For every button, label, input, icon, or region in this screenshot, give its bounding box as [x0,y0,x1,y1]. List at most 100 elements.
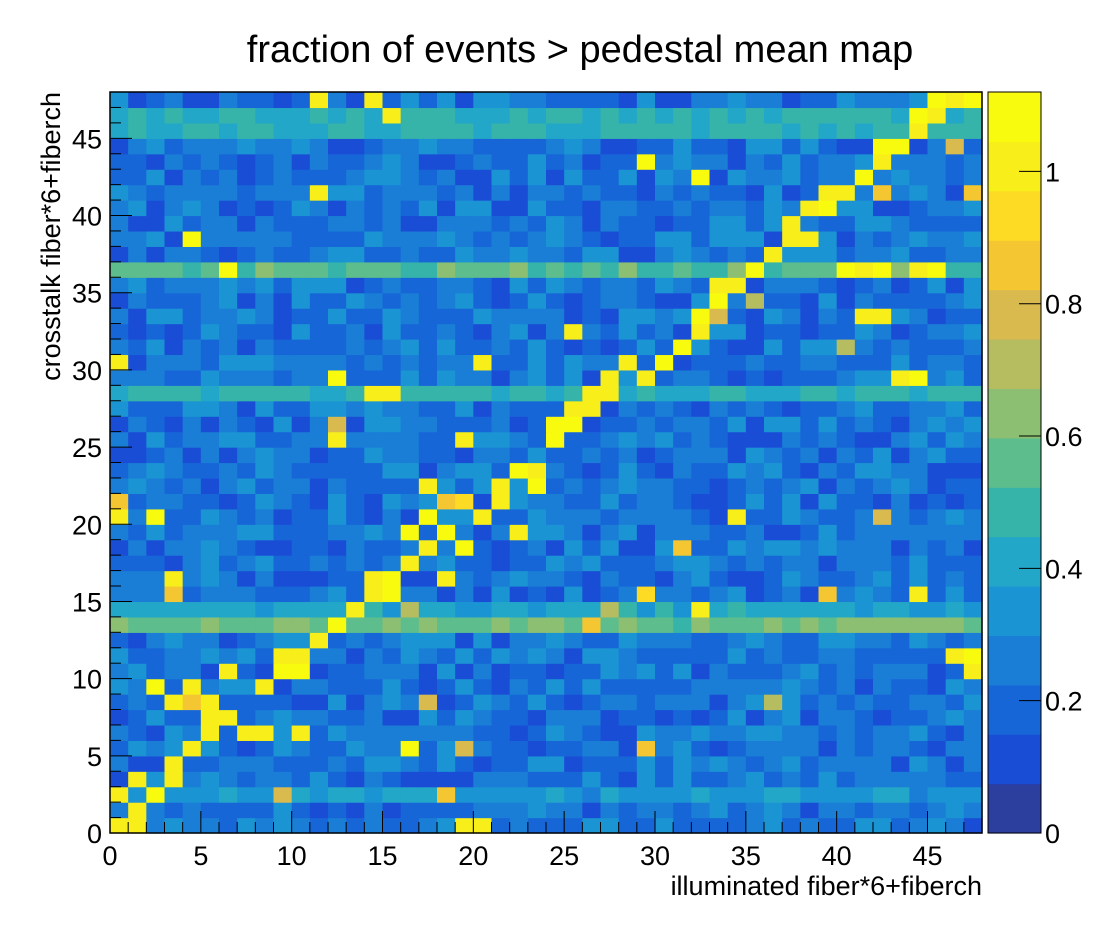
heatmap-cell [364,122,384,139]
heatmap-cell [328,107,347,124]
heatmap-cell [927,709,947,726]
y-tick-label: 15 [72,587,102,617]
heatmap-cell [273,462,293,479]
heatmap-cell [364,539,384,556]
heatmap-cell [873,555,892,572]
heatmap-cell [418,215,438,232]
heatmap-cell [328,616,347,633]
heatmap-cell [636,724,656,741]
heatmap-cell [745,786,765,803]
heatmap-cell [564,709,583,726]
heatmap-cell [164,447,184,464]
heatmap-cell [146,447,166,464]
heatmap-cell [546,416,565,433]
heatmap-cell [818,122,838,139]
heatmap-cell [727,755,747,772]
heatmap-cell [854,416,874,433]
heatmap-cell [473,400,493,417]
heatmap-cell [473,555,493,572]
heatmap-cell [400,447,420,464]
heatmap-cell [782,616,801,633]
heatmap-cell [200,555,220,572]
heatmap-cell [491,246,511,263]
heatmap-cell [382,184,402,201]
heatmap-cell [655,431,674,448]
heatmap-cell [509,647,529,664]
heatmap-cell [909,817,929,834]
heatmap-cell [146,694,166,711]
heatmap-cell [527,277,547,294]
heatmap-cell [800,416,820,433]
heatmap-cell [309,678,329,695]
heatmap-cell [527,724,547,741]
heatmap-cell [200,277,220,294]
heatmap-cell [691,339,711,356]
heatmap-cell [782,755,801,772]
heatmap-cell [636,755,656,772]
heatmap-cell [491,709,511,726]
heatmap-cell [182,694,202,711]
heatmap-cell [182,200,202,217]
heatmap-cell [273,817,293,834]
heatmap-cell [745,817,765,834]
heatmap-cell [709,539,729,556]
heatmap-cell [346,416,365,433]
heatmap-cell [655,122,674,139]
heatmap-cell [164,292,184,309]
heatmap-cell [437,354,456,371]
heatmap-cell [128,508,147,525]
heatmap-cell [600,385,620,402]
heatmap-cell [346,107,365,124]
heatmap-cell [382,539,402,556]
heatmap-cell [164,694,184,711]
y-tick-label: 35 [72,279,102,309]
heatmap-cell [110,632,129,649]
heatmap-cell [437,508,456,525]
heatmap-cell [128,323,147,340]
heatmap-cell [182,786,202,803]
heatmap-cell [200,215,220,232]
heatmap-cell [927,400,947,417]
colorbar-swatch [988,388,1041,439]
heatmap-cell [364,138,384,155]
heatmap-cell [963,786,983,803]
heatmap-cell [491,431,511,448]
heatmap-cell [309,601,329,618]
heatmap-cell [364,184,384,201]
heatmap-cell [418,663,438,680]
heatmap-cell [564,786,583,803]
heatmap-cell [309,153,329,170]
heatmap-cell [219,586,238,603]
heatmap-cell [854,555,874,572]
heatmap-cell [164,184,184,201]
heatmap-cell [636,647,656,664]
heatmap-cell [927,678,947,695]
heatmap-cell [182,601,202,618]
heatmap-cell [673,647,692,664]
heatmap-cell [891,601,910,618]
heatmap-cell [873,153,892,170]
heatmap-cell [291,354,311,371]
heatmap-cell [673,802,692,819]
heatmap-cell [927,447,947,464]
heatmap-cell [854,308,874,325]
heatmap-cell [945,122,965,139]
heatmap-cell [691,416,711,433]
heatmap-cell [927,184,947,201]
heatmap-cell [473,107,493,124]
heatmap-cell [764,647,783,664]
heatmap-cell [854,647,874,664]
heatmap-cell [818,724,838,741]
heatmap-cell [400,323,420,340]
heatmap-cell [255,678,275,695]
heatmap-cell [219,277,238,294]
heatmap-cell [473,755,493,772]
heatmap-cell [745,184,765,201]
heatmap-cell [836,709,856,726]
heatmap-cell [455,215,474,232]
heatmap-cell [418,169,438,186]
heatmap-cell [146,431,166,448]
heatmap-cell [745,215,765,232]
heatmap-cell [182,339,202,356]
heatmap-cell [963,215,983,232]
